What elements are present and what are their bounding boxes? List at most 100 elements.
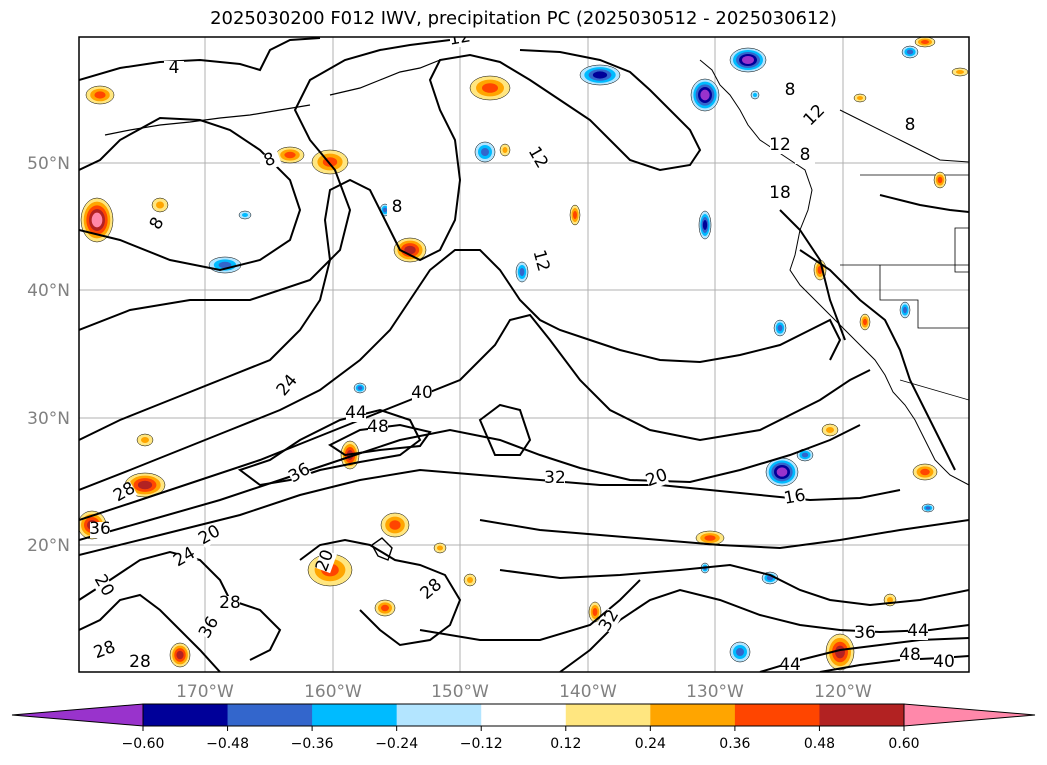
lon-label: 140°W (559, 682, 617, 702)
contour-label-bg (275, 373, 301, 399)
contour-label-bg (220, 596, 240, 612)
positive-anomaly-patch (835, 645, 845, 659)
contour-label-bg (346, 406, 366, 422)
contour-label: 28 (219, 593, 241, 613)
latitude-labels: 50°N 40°N 30°N 20°N (27, 154, 70, 556)
colorbar-extend-low (11, 703, 144, 727)
contour-label-bg (130, 655, 150, 671)
contour-label-bg (529, 249, 551, 273)
colorbar-segment (227, 704, 313, 726)
positive-anomaly-patch (437, 545, 443, 551)
contour-label-bg (525, 145, 549, 171)
contour-label: 16 (782, 485, 807, 508)
positive-anomaly-patch (141, 437, 149, 443)
colorbar-tick-label: −0.36 (291, 736, 334, 752)
negative-anomaly-patch (801, 452, 809, 458)
contour-label-bg (257, 150, 283, 172)
lat-label: 30°N (27, 409, 70, 429)
negative-anomaly-patch (736, 648, 744, 656)
negative-anomaly-patch (218, 261, 232, 269)
positive-anomaly-patch (404, 245, 416, 255)
contour-label-bg (198, 615, 222, 641)
negative-anomaly-patch (903, 306, 907, 314)
contour-label: 44 (345, 403, 367, 423)
contour-label-bg (412, 386, 432, 402)
positive-anomaly-patch (573, 211, 577, 219)
contour-label: 28 (129, 652, 151, 672)
contour-label: 44 (907, 621, 929, 641)
contour-label-bg (780, 658, 800, 672)
contour-label: 18 (769, 183, 791, 203)
positive-anomaly-patch (482, 83, 498, 93)
negative-anomaly-patch (777, 324, 783, 332)
contour-label-bg (90, 522, 110, 538)
colorbar-segment (143, 704, 229, 726)
positive-anomaly-patch (826, 427, 834, 433)
contour-label-bg (146, 211, 170, 237)
contour-label: 8 (785, 80, 796, 100)
negative-anomaly-patch (357, 386, 363, 390)
contour-label: 12 (447, 26, 472, 49)
colorbar-tick-label: −0.24 (375, 736, 418, 752)
contour-label: 8 (800, 145, 811, 165)
contour-label: 4 (169, 58, 180, 78)
negative-anomaly-patch (925, 506, 931, 510)
colorbar-tick-label: 0.24 (635, 736, 666, 752)
positive-anomaly-patch (284, 151, 296, 159)
map-frame (78, 36, 970, 673)
contour-label-bg (315, 548, 337, 574)
contour-label-bg (855, 626, 875, 642)
lat-label: 20°N (27, 536, 70, 556)
positive-anomaly-patch (937, 176, 943, 184)
contour-label-bg (368, 420, 388, 436)
positive-anomaly-patch (921, 40, 929, 44)
contour-label-bg (419, 577, 445, 603)
negative-anomaly-patch (753, 93, 757, 97)
lat-label: 40°N (27, 281, 70, 301)
colorbar-segment (481, 704, 567, 726)
contour-label: 36 (89, 519, 111, 539)
lon-label: 130°W (686, 682, 744, 702)
contour-label-bg (92, 640, 118, 662)
iwv-contours (79, 37, 969, 672)
contour-label-bg (91, 573, 115, 599)
negative-anomaly-patch (700, 89, 710, 101)
positive-anomaly-patch (502, 147, 508, 153)
colorbar-tick-label: −0.12 (460, 736, 503, 752)
contour-label-bg (795, 148, 815, 164)
contour-label-bg (934, 655, 954, 671)
positive-anomaly-patch (389, 520, 401, 530)
contour-label-bg (783, 488, 807, 508)
positive-anomaly-patch (857, 96, 863, 100)
contour-label-bg (900, 648, 920, 664)
positive-anomaly-patch (956, 70, 964, 74)
colorbar-segment (312, 704, 398, 726)
positive-anomaly-patch (920, 468, 930, 476)
lon-label: 170°W (176, 682, 234, 702)
contour-label-bg (287, 462, 313, 486)
negative-anomaly-patch (702, 220, 708, 230)
contour-label-bg (112, 481, 138, 505)
longitude-labels: 170°W 160°W 150°W 140°W 130°W 120°W (176, 682, 872, 702)
contour-label: 48 (367, 417, 389, 437)
negative-anomaly-patch (742, 56, 754, 64)
contour-label: 36 (854, 623, 876, 643)
colorbar-segment (565, 704, 651, 726)
contour-label-bg (598, 608, 622, 634)
lon-label: 120°W (814, 682, 872, 702)
graticule (79, 37, 969, 672)
contour-label-bg (900, 118, 920, 134)
map-panel (79, 37, 969, 672)
colorbar-frame (142, 703, 905, 727)
contour-label-bg (644, 468, 670, 490)
negative-anomaly-patch (383, 207, 387, 213)
colorbar-segment (396, 704, 482, 726)
negative-anomaly-patch (906, 49, 914, 55)
contour-label: 40 (933, 652, 955, 672)
contour-label-bg (780, 83, 800, 99)
positive-anomaly-patch (592, 608, 598, 616)
positive-anomaly-patch (91, 212, 103, 228)
colorbar-tick-label: 0.48 (804, 736, 835, 752)
positive-anomaly-patch (704, 535, 716, 541)
